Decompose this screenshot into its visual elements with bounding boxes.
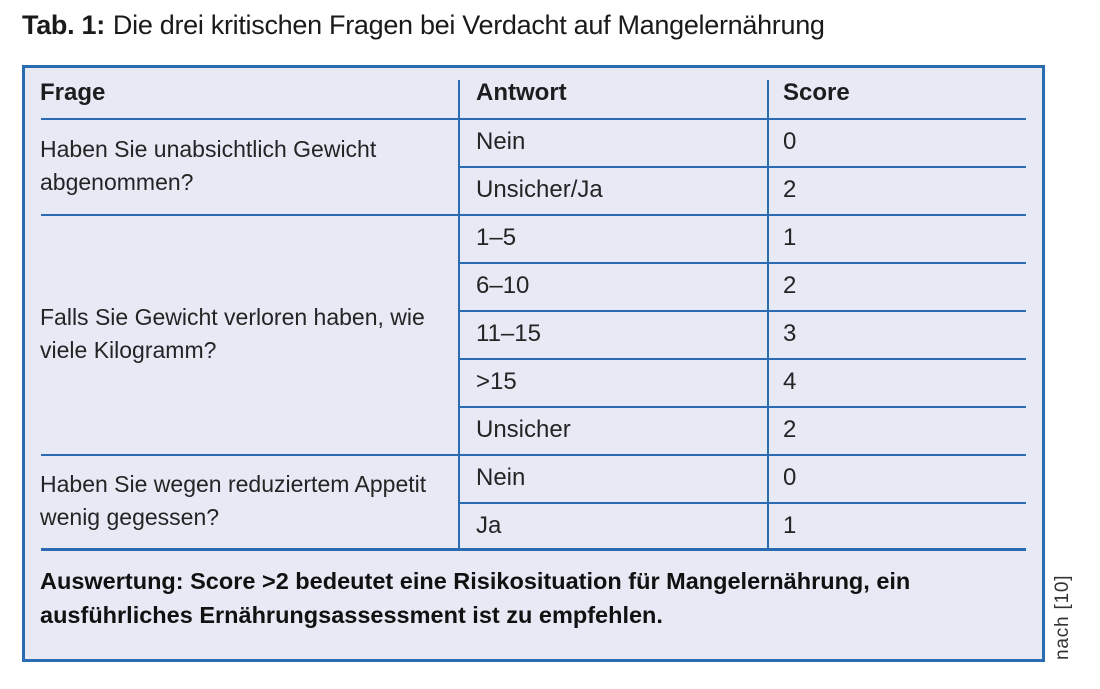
score-cell: 1 — [783, 224, 797, 251]
malnutrition-score-table: Frage Antwort Score Haben Sie unabsichtl… — [22, 65, 1045, 662]
row-rule — [458, 262, 1026, 264]
answer-cell: Nein — [476, 464, 526, 491]
score-cell: 2 — [783, 272, 797, 299]
header-rule — [41, 118, 1026, 120]
row-rule — [458, 166, 1026, 168]
table-caption: Tab. 1: Die drei kritischen Fragen bei Ve… — [22, 10, 825, 41]
column-header-antwort: Antwort — [476, 79, 567, 106]
score-cell: 4 — [783, 368, 797, 395]
column-divider-2 — [767, 80, 769, 551]
column-header-frage: Frage — [40, 79, 106, 106]
question-weight-loss: Haben Sie unabsichtlich Gewicht abgenomm… — [40, 136, 377, 195]
table-caption-text: Die drei kritischen Fragen bei Verdacht … — [112, 10, 825, 40]
score-cell: 2 — [783, 176, 797, 203]
answer-cell: 1–5 — [476, 224, 517, 251]
score-cell: 0 — [783, 128, 797, 155]
answer-cell: 11–15 — [476, 320, 541, 347]
score-cell: 1 — [783, 512, 797, 539]
footer-rule — [41, 548, 1026, 551]
score-cell: 2 — [783, 416, 797, 443]
row-rule — [458, 358, 1026, 360]
row-rule — [458, 406, 1026, 408]
answer-cell: >15 — [476, 368, 517, 395]
group-rule — [41, 214, 1026, 216]
answer-cell: Ja — [476, 512, 502, 539]
evaluation-note: Auswertung: Score >2 bedeutet eine Risik… — [40, 568, 911, 628]
question-kilograms-lost: Falls Sie Gewicht verloren haben, wie vi… — [40, 304, 425, 363]
answer-cell: Unsicher/Ja — [476, 176, 603, 203]
answer-cell: 6–10 — [476, 272, 530, 299]
answer-cell: Nein — [476, 128, 526, 155]
column-divider-1 — [458, 80, 460, 551]
table-caption-number: Tab. 1: — [22, 10, 105, 40]
source-reference: nach [10] — [1052, 574, 1073, 660]
score-cell: 3 — [783, 320, 797, 347]
row-rule — [458, 310, 1026, 312]
column-header-score: Score — [783, 79, 850, 106]
score-cell: 0 — [783, 464, 797, 491]
row-rule — [458, 502, 1026, 504]
answer-cell: Unsicher — [476, 416, 571, 443]
group-rule — [41, 454, 1026, 456]
question-reduced-appetite: Haben Sie wegen reduziertem Appetit weni… — [40, 471, 427, 530]
